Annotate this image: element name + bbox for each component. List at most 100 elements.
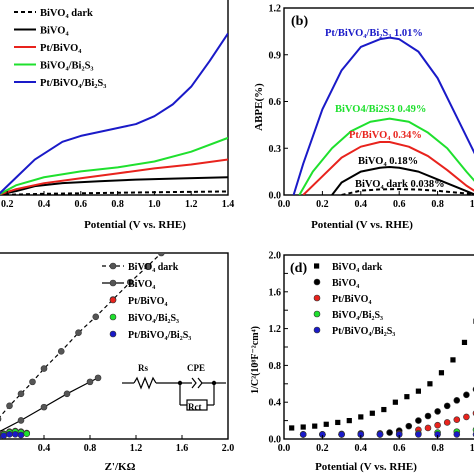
- legend-label: Pt/BiVO₄/Bi₂S₃: [40, 78, 106, 89]
- series-BiVO₄/Bi₂S₃: [0, 136, 228, 195]
- panel-c-plot-area: [0, 252, 229, 440]
- data-point: [415, 388, 421, 394]
- data-point: [415, 417, 422, 424]
- legend-marker: [109, 262, 117, 270]
- panel-d-frame: [283, 254, 474, 440]
- panel-c-ticks: 0.4 0.8 1.2 1.6 2.0: [38, 435, 234, 454]
- panel-c-frame: [0, 252, 229, 440]
- y-tick-label: 0.3: [269, 144, 282, 155]
- annotation-label: BiVO₄ 0.18%: [358, 156, 418, 167]
- y-tick-label: 0.8: [269, 361, 282, 372]
- legend-marker: [313, 310, 321, 318]
- data-point: [404, 394, 410, 400]
- circuit-label: Rct: [188, 402, 202, 412]
- x-tick-label: 0.2: [1, 199, 14, 210]
- x-tick-label: 1.4: [222, 199, 235, 210]
- data-point: [386, 429, 393, 436]
- series-BiVO₄ dark: [0, 190, 228, 195]
- y-tick-label: 0.9: [269, 50, 282, 61]
- panel-a-frame: [0, 0, 229, 196]
- data-point: [300, 424, 306, 430]
- series-BiVO₄/Bi₂S₃: [298, 117, 474, 195]
- data-point: [453, 431, 461, 438]
- x-tick-label: 1.2: [185, 199, 198, 210]
- legend-marker: [109, 313, 117, 321]
- annotation-label: Pt/BiVO₄ 0.34%: [349, 130, 422, 141]
- data-point: [405, 422, 413, 430]
- x-tick-label: 0.2: [316, 443, 329, 454]
- x-tick-label: 0.0: [278, 443, 291, 454]
- data-point: [6, 431, 13, 438]
- series-Pt/BiVO₄: [302, 141, 474, 195]
- x-tick-label: 0.0: [278, 199, 291, 210]
- y-tick-label: 2.0: [269, 251, 282, 262]
- circuit-label: CPE: [187, 363, 205, 373]
- data-point: [346, 418, 352, 424]
- panel-b-ylabel: ABPE(%): [253, 83, 265, 131]
- series-line: [0, 32, 228, 195]
- panel-a-marks: [0, 32, 228, 195]
- data-point: [312, 423, 318, 429]
- data-point: [23, 430, 31, 437]
- y-tick-label: 0.0: [269, 435, 282, 446]
- data-point: [17, 417, 25, 424]
- y-tick-label: 0.4: [269, 398, 282, 409]
- legend-marker: [109, 296, 117, 304]
- panel-c-legend: BiVO₄ dark BiVO₄ Pt/BiVO₄ BiVO₄/Bi₂S₃ Pt/BiV…: [102, 262, 191, 341]
- series-BiVO₄ dark: [341, 188, 474, 195]
- panel-a-legend: BiVO₄ dark BiVO₄ Pt/BiVO₄ BiVO₄/Bi₂S₃ Pt/BiV…: [14, 8, 106, 89]
- data-point: [299, 431, 307, 438]
- panel-c-equivalent-circuit: Rs CPE Rct: [122, 363, 226, 412]
- data-point: [335, 419, 341, 426]
- series-line: [298, 117, 474, 195]
- data-point: [0, 435, 2, 439]
- x-tick-label: 0.8: [111, 199, 124, 210]
- series-BiVO₄: [0, 176, 228, 195]
- y-tick-label: 1.2: [269, 4, 282, 15]
- x-tick-label: 0.6: [393, 199, 406, 210]
- legend-label: BiVO₄ dark: [332, 262, 383, 273]
- data-point: [6, 402, 13, 410]
- panel-d-xlabel: Potential (V vs. RHE): [315, 461, 417, 473]
- panel-b-annotations: Pt/BiVO₄/Bi₂S₃ 1.01% BiVO4/Bi2S3 0.49% Pt/…: [325, 28, 445, 190]
- data-point: [381, 406, 387, 413]
- legend-label: Pt/BiVO₄/Bi₂S₃: [332, 326, 395, 337]
- series-line: [0, 176, 228, 195]
- data-point: [75, 329, 82, 337]
- data-point: [434, 421, 441, 429]
- annotation-label: BiVO₄ dark 0.038%: [355, 179, 445, 190]
- data-point: [63, 390, 71, 398]
- data-point: [450, 357, 456, 363]
- legend-label: BiVO₄: [40, 26, 69, 37]
- data-point: [438, 370, 445, 376]
- series-line: [292, 36, 474, 195]
- legend-label: BiVO₄: [128, 279, 155, 290]
- panel-c-marks: [0, 253, 165, 439]
- data-point: [126, 278, 134, 286]
- series-Pt/BiVO₄/Bi₂S₃: [299, 431, 474, 438]
- x-tick-label: 0.6: [393, 443, 406, 454]
- data-point: [94, 374, 102, 382]
- panel-b-label: (b): [291, 14, 308, 29]
- panel-a-plot-area: [0, 0, 229, 196]
- data-point: [434, 408, 441, 415]
- x-tick-label: 0.4: [355, 199, 368, 210]
- data-point: [443, 419, 451, 426]
- series-line: [0, 136, 228, 195]
- data-point: [11, 431, 19, 438]
- data-point: [415, 431, 422, 438]
- series-BiVO₄ dark: [0, 253, 165, 422]
- data-point: [158, 253, 165, 257]
- data-point: [369, 410, 375, 416]
- panel-d-legend: BiVO₄ dark BiVO₄ Pt/BiVO₄ BiVO₄/Bi₂S₃ Pt/BiV…: [313, 262, 395, 337]
- panel-a: 0.2 0.4 0.6 0.8 1.0 1.2 1.4 Potential (V vs. R…: [0, 0, 234, 231]
- data-point: [57, 348, 65, 355]
- data-point: [0, 432, 8, 439]
- data-point: [17, 431, 25, 439]
- x-tick-label: 0.4: [38, 199, 51, 210]
- series-Pt/BiVO₄: [0, 158, 228, 195]
- series-BiVO₄: [299, 386, 474, 438]
- x-tick-label: 0.6: [75, 199, 88, 210]
- legend-label: Pt/BiVO₄/Bi₂S₃: [128, 330, 191, 341]
